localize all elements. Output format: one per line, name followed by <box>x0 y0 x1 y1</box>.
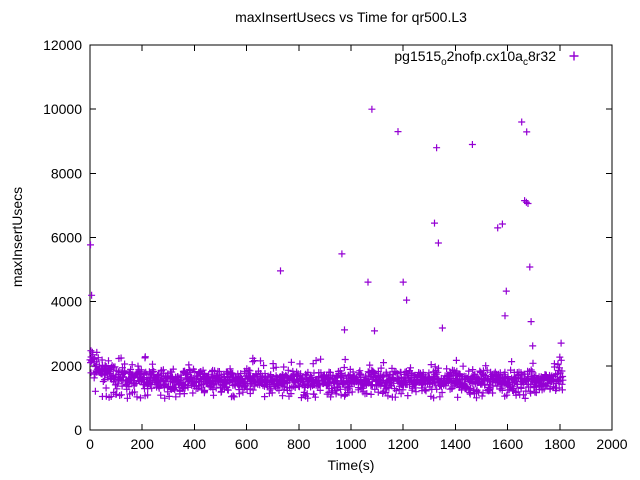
y-axis-title: maxInsertUsecs <box>9 186 25 288</box>
y-tick-label: 0 <box>74 422 82 438</box>
plus-marker-icon <box>569 51 579 61</box>
y-tick-label: 6000 <box>51 230 82 246</box>
y-tick-label: 8000 <box>51 165 82 181</box>
x-tick-label: 200 <box>131 436 155 452</box>
x-tick-label: 800 <box>287 436 311 452</box>
chart-title: maxInsertUsecs vs Time for qr500.L3 <box>235 9 467 25</box>
x-axis-title: Time(s) <box>327 457 375 473</box>
x-tick-label: 1800 <box>544 436 575 452</box>
x-tick-label: 2000 <box>596 436 627 452</box>
data-points-outliers <box>87 105 565 350</box>
y-tick-label: 4000 <box>51 294 82 310</box>
y-tick-label: 10000 <box>43 101 82 117</box>
x-tick-label: 1600 <box>492 436 523 452</box>
x-tick-label: 400 <box>183 436 207 452</box>
x-tick-label: 0 <box>86 436 94 452</box>
y-tick-label: 12000 <box>43 37 82 53</box>
legend-series-label: pg1515o2nofp.cx10ac8r32 <box>394 48 556 68</box>
x-tick-label: 600 <box>235 436 259 452</box>
legend: pg1515o2nofp.cx10ac8r32 <box>90 47 582 68</box>
x-tick-label: 1400 <box>440 436 471 452</box>
plus-marker-glyph <box>569 51 579 61</box>
axis-ticks <box>89 44 613 431</box>
data-points-band <box>86 347 567 402</box>
y-tick-label: 2000 <box>51 358 82 374</box>
x-tick-label: 1000 <box>335 436 366 452</box>
x-tick-label: 1200 <box>388 436 419 452</box>
